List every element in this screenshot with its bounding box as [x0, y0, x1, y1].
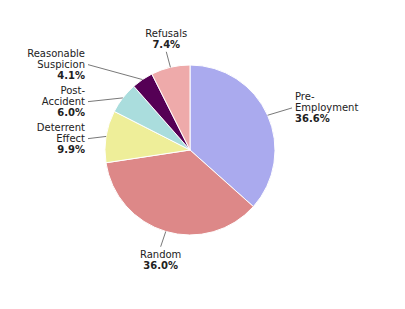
data-label: 6.0%	[57, 107, 85, 118]
slice	[106, 150, 253, 235]
leader-lines	[88, 52, 292, 247]
slice-label: ReasonableSuspicion	[27, 48, 85, 70]
labels: Pre-Employment36.6% Random36.0% DeterrentE…	[27, 28, 358, 271]
slice-label: Pre-Employment	[295, 91, 358, 113]
leader-line	[268, 108, 292, 115]
data-label: 36.6%	[295, 113, 330, 124]
leader-line	[88, 65, 142, 80]
slices	[105, 65, 275, 235]
leader-line	[161, 231, 166, 246]
slice-label: Random	[140, 249, 181, 260]
leader-line	[88, 98, 123, 102]
data-label: 36.0%	[143, 260, 178, 271]
chart: Pre-Employment36.6% Random36.0% DeterrentE…	[0, 0, 405, 309]
slice	[152, 65, 190, 150]
slice-label: DeterrentEffect	[37, 122, 85, 144]
slice-label: Refusals	[145, 28, 187, 39]
data-label: 7.4%	[152, 39, 180, 50]
data-label: 9.9%	[57, 144, 85, 155]
slice-label: Post-Accident	[42, 85, 86, 107]
leader-line	[88, 136, 106, 138]
leader-line	[166, 52, 170, 68]
data-label: 4.1%	[57, 70, 85, 81]
